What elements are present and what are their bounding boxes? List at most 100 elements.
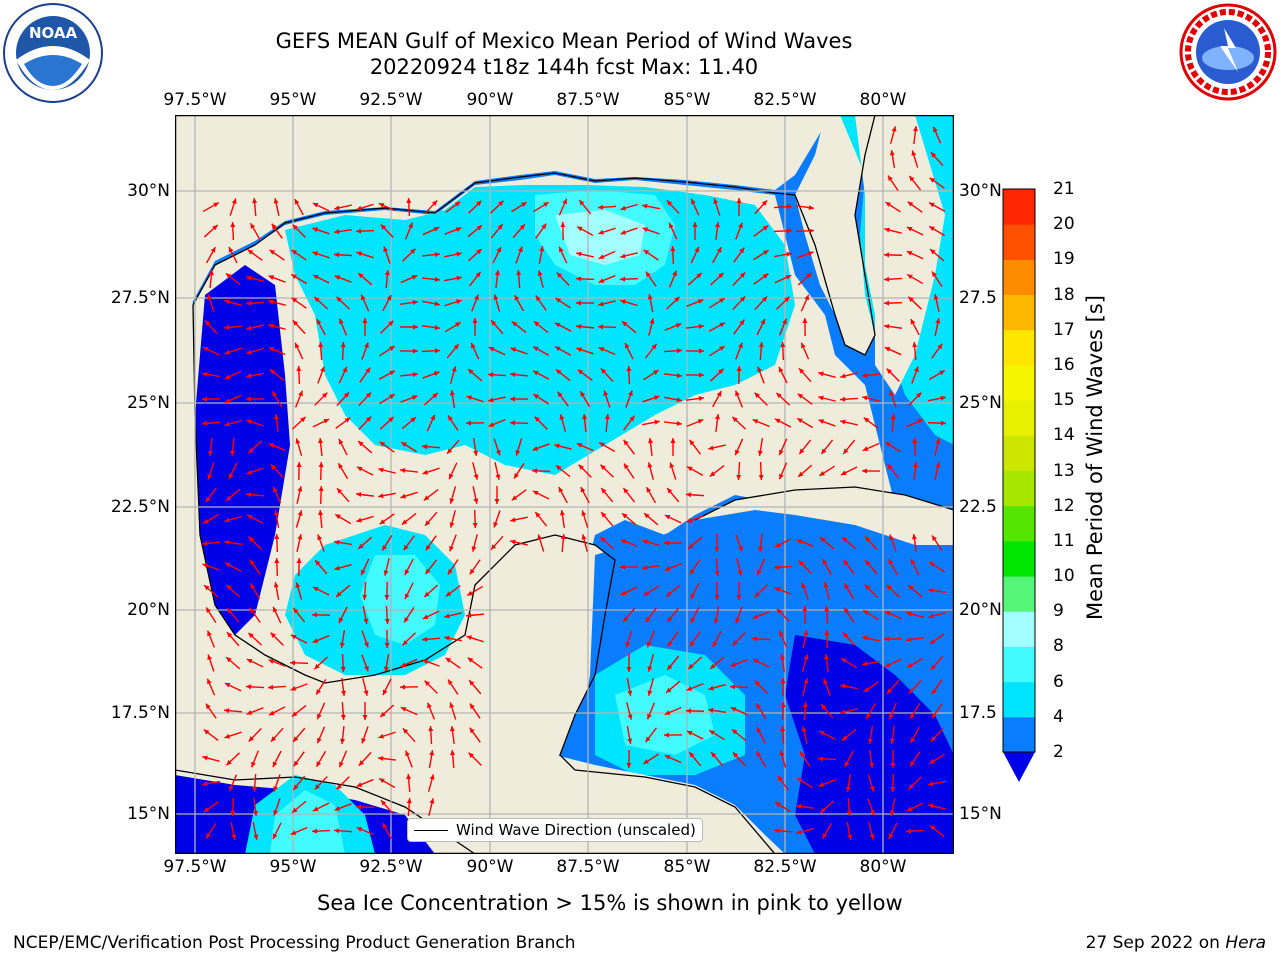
wind-arrow-head	[886, 584, 892, 590]
wind-arrow-head	[840, 683, 846, 689]
wind-arrow-head	[645, 271, 651, 278]
wind-arrow-head	[600, 537, 606, 543]
wind-arrow-head	[229, 473, 234, 480]
wind-arrow-head	[598, 301, 604, 307]
wind-arrow-head	[929, 177, 936, 183]
wind-arrow-head	[780, 702, 786, 708]
wind-arrow-head	[697, 419, 704, 424]
wind-arrow-head	[914, 366, 919, 373]
wind-arrow-head	[823, 654, 829, 660]
wind-arrow-head	[340, 666, 346, 672]
wind-arrow-head	[752, 614, 759, 619]
wind-arrow-head	[295, 582, 301, 588]
wind-arrow-head	[928, 781, 934, 787]
wind-arrow-head	[840, 709, 846, 715]
wind-arrow-head	[202, 371, 208, 377]
wind-arrow-head	[784, 296, 790, 303]
wind-arrow-head	[471, 342, 476, 349]
wind-arrow-head	[356, 827, 363, 832]
wind-arrow-head	[521, 202, 527, 208]
wind-arrow-head	[863, 610, 869, 616]
wind-arrow-head	[224, 421, 230, 427]
colorbar-tick-label: 15	[1053, 390, 1075, 411]
wind-arrow-head	[937, 343, 943, 350]
wind-arrow-head	[204, 585, 210, 591]
wind-arrow-head	[940, 395, 946, 401]
wind-arrow-head	[246, 492, 252, 498]
wind-arrow-head	[253, 834, 259, 840]
wind-arrow-head	[752, 636, 758, 642]
wind-arrow-head	[884, 227, 890, 233]
wind-arrow-head	[929, 226, 935, 232]
wind-arrow-head	[202, 755, 208, 761]
wind-arrow-head	[246, 469, 253, 475]
wind-arrow-head	[208, 270, 214, 276]
wind-arrow-head	[711, 752, 717, 758]
wind-arrow-head	[623, 487, 629, 494]
wind-arrow-head	[653, 370, 659, 375]
wind-arrow-head	[642, 539, 648, 545]
wind-arrow-head	[422, 636, 428, 642]
wind-arrow-head	[318, 486, 324, 492]
wind-arrow-head	[576, 443, 583, 448]
wind-arrow-head	[804, 294, 809, 301]
wind-arrow-head	[510, 420, 516, 426]
wind-arrow-head	[913, 126, 918, 132]
wind-arrow-head	[510, 347, 517, 353]
wind-arrow-head	[430, 414, 435, 421]
wind-arrow-head	[796, 829, 802, 835]
wind-arrow-head	[336, 296, 342, 303]
wind-arrow-head	[207, 654, 213, 661]
wind-arrow-head	[623, 616, 629, 622]
wind-arrow-head	[913, 462, 918, 468]
ne-gulf-pale	[555, 210, 645, 265]
wind-arrow-head	[845, 786, 851, 792]
wind-arrow-head	[379, 519, 386, 525]
wind-arrow-head	[224, 398, 231, 403]
wind-arrow-head	[429, 774, 435, 780]
wind-arrow-head	[400, 493, 406, 499]
title-line-2: 20220924 t18z 144h fcst Max: 11.40	[369, 55, 759, 79]
wind-arrow-head	[454, 201, 461, 207]
wind-arrow-head	[291, 249, 298, 255]
wind-arrow-head	[786, 251, 792, 257]
wind-arrow-head	[622, 513, 628, 519]
wind-arrow-head	[338, 438, 344, 445]
wind-arrow-head	[535, 295, 541, 302]
wind-arrow-head	[270, 464, 277, 470]
wind-arrow-head	[268, 443, 275, 448]
wind-arrow-head	[312, 274, 319, 280]
wind-arrow-head	[230, 450, 236, 456]
colorbar-extend-triangle	[1003, 752, 1035, 782]
wind-arrow-head	[841, 735, 848, 741]
wind-arrow-head	[297, 534, 303, 540]
wind-arrow-head	[672, 270, 677, 277]
wind-arrow-head	[378, 493, 384, 499]
wind-arrow-head	[292, 224, 298, 230]
colorbar-segment	[1003, 540, 1035, 577]
wind-arrow-head	[224, 517, 230, 523]
wind-arrow-head	[412, 324, 418, 330]
wind-arrow-head	[246, 373, 252, 379]
wind-arrow-head	[315, 560, 321, 566]
wind-arrow-head	[424, 680, 430, 686]
wind-arrow-head	[378, 203, 385, 208]
wind-arrow-head	[386, 295, 392, 301]
wind-arrow-head	[890, 762, 896, 768]
wind-arrow-head	[643, 759, 649, 764]
wind-arrow-head	[202, 347, 209, 352]
wind-arrow-head	[620, 590, 627, 595]
wind-arrow-head	[356, 492, 362, 497]
wind-arrow-head	[231, 834, 237, 840]
wind-arrow-head	[601, 488, 607, 494]
wind-arrow-head	[290, 830, 297, 835]
wind-arrow-head	[862, 372, 868, 378]
wind-arrow-head	[629, 415, 635, 422]
wind-arrow-head	[273, 414, 279, 420]
wind-arrow-head	[253, 810, 258, 816]
wind-arrow-head	[300, 416, 306, 423]
wind-arrow-head	[719, 298, 725, 303]
wind-arrow-head	[738, 222, 743, 229]
footer-date: 27 Sep 2022 on	[1085, 933, 1226, 953]
wind-arrow-head	[227, 608, 233, 614]
